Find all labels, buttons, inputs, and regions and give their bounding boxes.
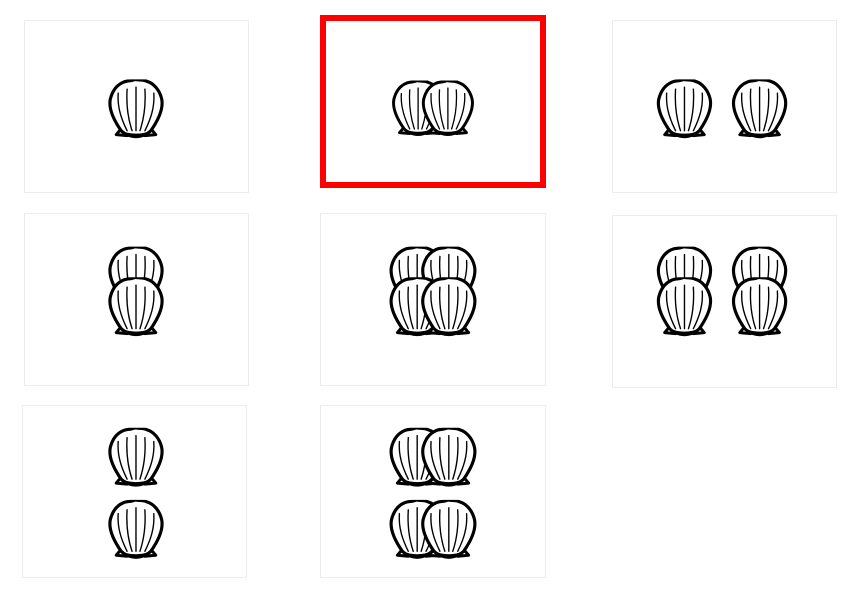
scallop-shell-icon <box>731 79 788 139</box>
scallop-shell-icon <box>108 499 164 559</box>
scallop-shell-icon <box>656 277 713 337</box>
shell-arrangement <box>656 79 788 139</box>
shell-arrangement <box>389 246 477 337</box>
scallop-shell-icon <box>108 427 164 487</box>
scallop-shell-icon <box>108 79 164 139</box>
shell-arrangement <box>389 427 477 559</box>
scallop-shell-icon <box>421 277 477 337</box>
tile-two-shells-overlapping[interactable] <box>320 15 546 188</box>
tile-four-shells-paired[interactable] <box>320 405 546 578</box>
scallop-shell-icon <box>421 80 474 137</box>
tile-two-shells-apart[interactable] <box>612 20 837 193</box>
tile-four-shells-grid[interactable] <box>612 215 837 388</box>
tile-two-shells-stacked-overlapping[interactable] <box>24 213 249 386</box>
scallop-shell-icon <box>421 427 477 487</box>
scallop-shell-icon <box>656 79 713 139</box>
shell-arrangement <box>656 246 788 337</box>
scallop-shell-icon <box>421 499 477 559</box>
tile-four-shells-overlapping[interactable] <box>320 213 546 386</box>
shell-arrangement <box>108 79 164 139</box>
shell-arrangement <box>108 427 164 559</box>
shell-arrangement <box>108 246 164 337</box>
shell-arrangement <box>392 80 474 137</box>
tile-two-shells-stacked-apart[interactable] <box>22 405 247 578</box>
scallop-shell-icon <box>731 277 788 337</box>
tile-one-shell[interactable] <box>24 20 249 193</box>
scallop-shell-icon <box>108 277 164 337</box>
